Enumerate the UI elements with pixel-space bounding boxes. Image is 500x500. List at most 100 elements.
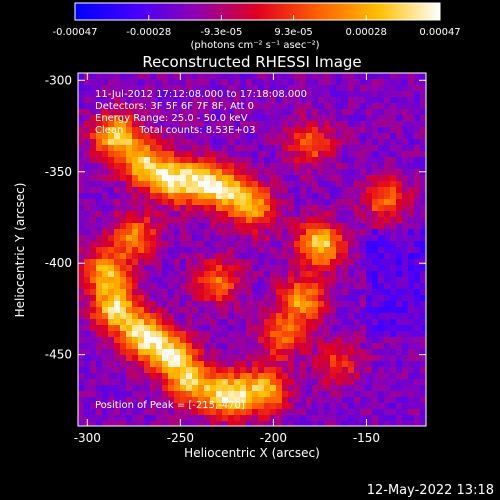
- heatmap-cell: [360, 193, 367, 200]
- heatmap-cell: [366, 331, 373, 338]
- heatmap-cell: [324, 271, 331, 278]
- heatmap-cell: [300, 343, 307, 350]
- heatmap-cell: [360, 259, 367, 266]
- heatmap-cell: [282, 397, 289, 404]
- heatmap-cell: [156, 331, 163, 338]
- heatmap-cell: [138, 253, 145, 260]
- heatmap-cell: [150, 361, 157, 368]
- heatmap-cell: [96, 115, 103, 122]
- heatmap-cell: [306, 181, 313, 188]
- heatmap-cell: [198, 259, 205, 266]
- heatmap-cell: [318, 391, 325, 398]
- heatmap-cell: [126, 145, 133, 152]
- heatmap-cell: [126, 415, 133, 422]
- heatmap-cell: [204, 253, 211, 260]
- heatmap-cell: [156, 109, 163, 116]
- heatmap-cell: [258, 199, 265, 206]
- heatmap-cell: [258, 121, 265, 128]
- heatmap-cell: [96, 391, 103, 398]
- heatmap-cell: [240, 223, 247, 230]
- heatmap-cell: [228, 259, 235, 266]
- heatmap-cell: [396, 229, 403, 236]
- heatmap-cell: [126, 85, 133, 92]
- heatmap-cell: [78, 355, 85, 362]
- heatmap-cell: [324, 319, 331, 326]
- heatmap-cell: [150, 397, 157, 404]
- heatmap-cell: [378, 91, 385, 98]
- heatmap-cell: [234, 85, 241, 92]
- heatmap-cell: [132, 415, 139, 422]
- heatmap-cell: [168, 163, 175, 170]
- heatmap-cell: [306, 415, 313, 422]
- heatmap-cell: [228, 289, 235, 296]
- heatmap-cell: [240, 97, 247, 104]
- heatmap-cell: [144, 133, 151, 140]
- heatmap-cell: [138, 169, 145, 176]
- heatmap-cell: [96, 223, 103, 230]
- heatmap-cell: [78, 307, 85, 314]
- heatmap-cell: [324, 283, 331, 290]
- heatmap-cell: [324, 127, 331, 134]
- heatmap-cell: [282, 73, 289, 80]
- heatmap-cell: [366, 97, 373, 104]
- heatmap-cell: [84, 307, 91, 314]
- heatmap-cell: [132, 205, 139, 212]
- heatmap-cell: [276, 265, 283, 272]
- heatmap-cell: [84, 139, 91, 146]
- heatmap-cell: [318, 163, 325, 170]
- heatmap-cell: [408, 283, 415, 290]
- heatmap-cell: [240, 391, 247, 398]
- heatmap-cell: [156, 421, 163, 426]
- heatmap-cell: [306, 319, 313, 326]
- heatmap-cell: [198, 397, 205, 404]
- heatmap-cell: [342, 157, 349, 164]
- heatmap-cell: [138, 337, 145, 344]
- heatmap-cell: [102, 145, 109, 152]
- heatmap-cell: [216, 241, 223, 248]
- heatmap-cell: [252, 283, 259, 290]
- heatmap-cell: [222, 367, 229, 374]
- heatmap-cell: [132, 97, 139, 104]
- heatmap-cell: [354, 151, 361, 158]
- heatmap-cell: [150, 319, 157, 326]
- heatmap-cell: [144, 97, 151, 104]
- heatmap-cell: [186, 325, 193, 332]
- heatmap-cell: [360, 73, 367, 80]
- heatmap-cell: [240, 157, 247, 164]
- heatmap-cell: [264, 391, 271, 398]
- heatmap-cell: [144, 415, 151, 422]
- heatmap-cell: [402, 121, 409, 128]
- heatmap-cell: [420, 127, 426, 134]
- heatmap-cell: [180, 337, 187, 344]
- heatmap-cell: [282, 109, 289, 116]
- heatmap-cell: [336, 151, 343, 158]
- heatmap-cell: [192, 265, 199, 272]
- heatmap-cell: [348, 247, 355, 254]
- heatmap-cell: [402, 211, 409, 218]
- heatmap-cell: [294, 187, 301, 194]
- heatmap-cell: [420, 103, 426, 110]
- heatmap-cell: [402, 361, 409, 368]
- heatmap-cell: [120, 271, 127, 278]
- heatmap-cell: [294, 355, 301, 362]
- heatmap-cell: [156, 289, 163, 296]
- heatmap-cell: [276, 343, 283, 350]
- heatmap-cell: [270, 121, 277, 128]
- heatmap-cell: [246, 361, 253, 368]
- heatmap-cell: [408, 73, 415, 80]
- heatmap-cell: [414, 337, 421, 344]
- heatmap-cell: [282, 355, 289, 362]
- heatmap-cell: [150, 325, 157, 332]
- heatmap-cell: [282, 115, 289, 122]
- heatmap-cell: [408, 187, 415, 194]
- heatmap-cell: [204, 247, 211, 254]
- heatmap-cell: [402, 247, 409, 254]
- heatmap-cell: [162, 235, 169, 242]
- heatmap-cell: [78, 79, 85, 86]
- heatmap-cell: [318, 217, 325, 224]
- heatmap-cell: [126, 175, 133, 182]
- heatmap-cell: [318, 361, 325, 368]
- heatmap-cell: [240, 289, 247, 296]
- heatmap-cell: [288, 163, 295, 170]
- heatmap-cell: [120, 373, 127, 380]
